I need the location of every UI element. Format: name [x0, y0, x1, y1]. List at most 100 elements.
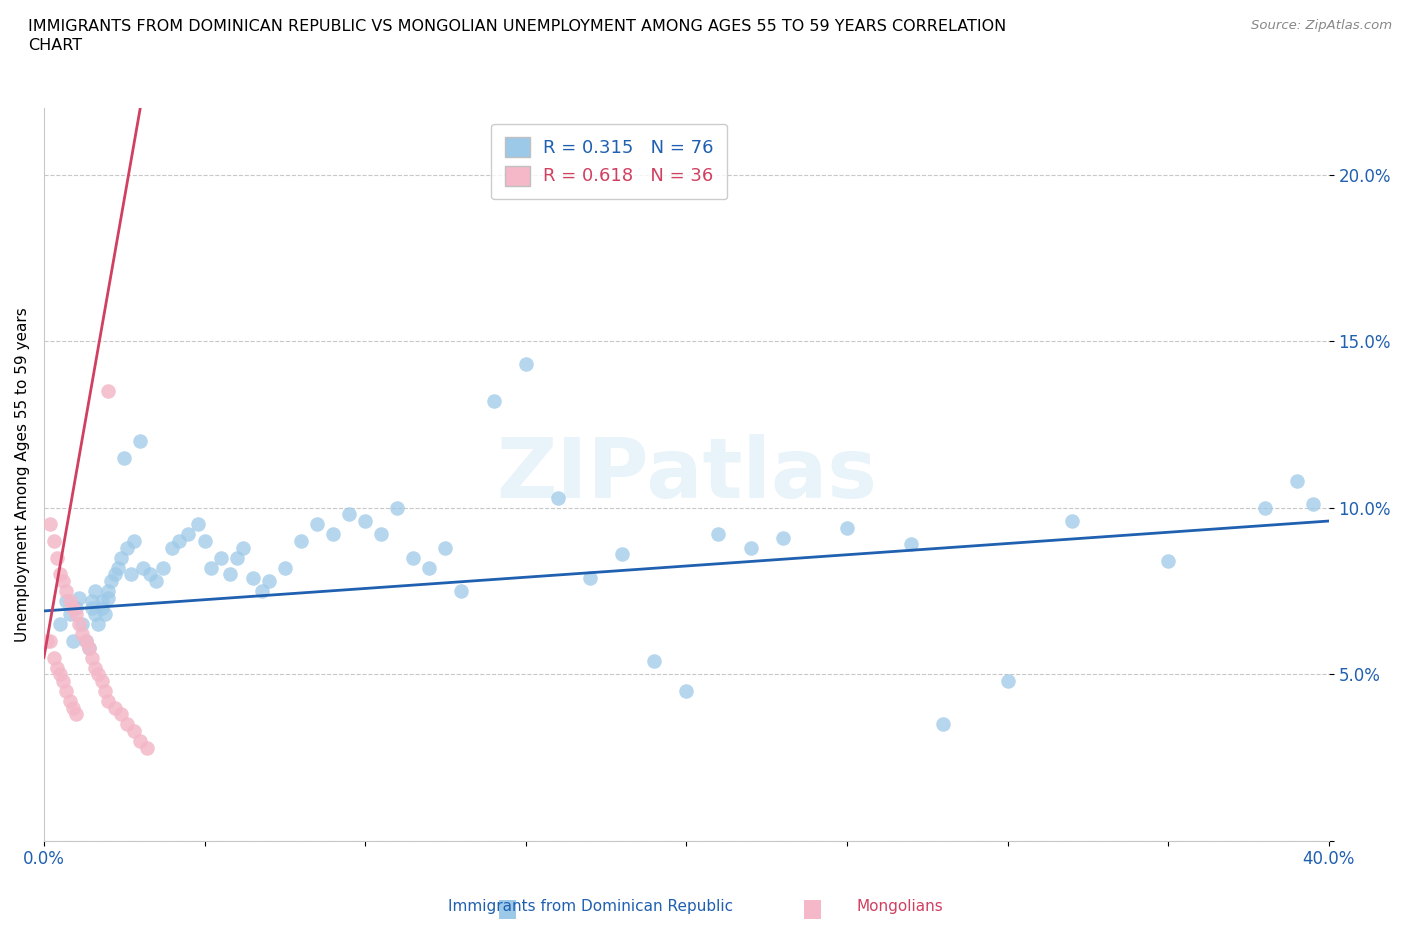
Point [772, 530, 794, 545]
Point [482, 393, 505, 408]
Point [62, 600, 84, 615]
Text: Immigrants from Dominican Republic: Immigrants from Dominican Republic [449, 899, 733, 914]
Point [103, 567, 125, 582]
Point [49, 617, 72, 631]
Point [232, 540, 254, 555]
Point [72, 617, 94, 631]
Point [579, 570, 602, 585]
Point [65, 600, 87, 615]
Point [305, 517, 328, 532]
Point [37, 633, 59, 648]
Point [117, 717, 139, 732]
Point [139, 567, 162, 582]
Point [740, 540, 762, 555]
Point [274, 560, 297, 575]
Point [87, 617, 110, 631]
Point [135, 740, 157, 755]
Point [177, 527, 200, 542]
Point [87, 667, 110, 682]
Point [52, 673, 75, 688]
Point [152, 560, 174, 575]
Point [1157, 553, 1180, 568]
Point [707, 527, 730, 542]
Point [58, 593, 80, 608]
Point [90, 593, 112, 608]
Point [1285, 473, 1308, 488]
Point [49, 567, 72, 582]
Point [610, 547, 633, 562]
Point [515, 357, 537, 372]
Point [167, 534, 190, 549]
Point [370, 527, 392, 542]
Text: Source: ZipAtlas.com: Source: ZipAtlas.com [1251, 19, 1392, 32]
Point [242, 570, 264, 585]
Point [200, 560, 222, 575]
Point [55, 684, 77, 698]
Text: ZIPatlas: ZIPatlas [496, 434, 877, 515]
Point [997, 673, 1019, 688]
Point [58, 694, 80, 709]
Point [257, 574, 280, 589]
Point [49, 667, 72, 682]
Point [55, 583, 77, 598]
Point [117, 540, 139, 555]
Point [110, 707, 132, 722]
Point [225, 551, 247, 565]
Point [1060, 513, 1083, 528]
Point [94, 684, 117, 698]
Point [1302, 497, 1324, 512]
Point [187, 517, 209, 532]
Point [387, 500, 409, 515]
Point [97, 583, 120, 598]
Point [84, 583, 107, 598]
Point [900, 537, 922, 551]
Point [84, 607, 107, 622]
Point [835, 520, 858, 535]
Text: IMMIGRANTS FROM DOMINICAN REPUBLIC VS MONGOLIAN UNEMPLOYMENT AMONG AGES 55 TO 59: IMMIGRANTS FROM DOMINICAN REPUBLIC VS MO… [28, 19, 1007, 53]
Point [94, 607, 117, 622]
Point [80, 593, 103, 608]
Point [209, 551, 232, 565]
Point [80, 600, 103, 615]
Point [97, 591, 120, 605]
Point [418, 560, 440, 575]
Point [643, 654, 665, 669]
Point [42, 534, 65, 549]
Point [52, 574, 75, 589]
Point [103, 700, 125, 715]
Point [84, 660, 107, 675]
Point [97, 694, 120, 709]
Point [39, 517, 62, 532]
Point [337, 507, 360, 522]
Point [145, 574, 167, 589]
Point [107, 560, 129, 575]
Point [162, 540, 184, 555]
Point [45, 660, 67, 675]
Point [110, 551, 132, 565]
Point [75, 633, 97, 648]
Point [290, 534, 312, 549]
Point [547, 490, 569, 505]
Point [120, 567, 142, 582]
Point [434, 540, 457, 555]
Point [55, 593, 77, 608]
Point [129, 433, 152, 448]
Point [122, 724, 145, 738]
Point [67, 591, 90, 605]
Point [402, 551, 425, 565]
Point [62, 700, 84, 715]
Point [77, 640, 100, 655]
Point [219, 567, 242, 582]
Point [77, 640, 100, 655]
Point [252, 583, 274, 598]
Point [132, 560, 155, 575]
Point [112, 450, 135, 465]
Point [354, 513, 377, 528]
Point [450, 583, 472, 598]
Point [45, 551, 67, 565]
Point [100, 574, 122, 589]
Y-axis label: Unemployment Among Ages 55 to 59 years: Unemployment Among Ages 55 to 59 years [15, 307, 30, 642]
Point [42, 650, 65, 665]
Point [322, 527, 344, 542]
Point [80, 650, 103, 665]
